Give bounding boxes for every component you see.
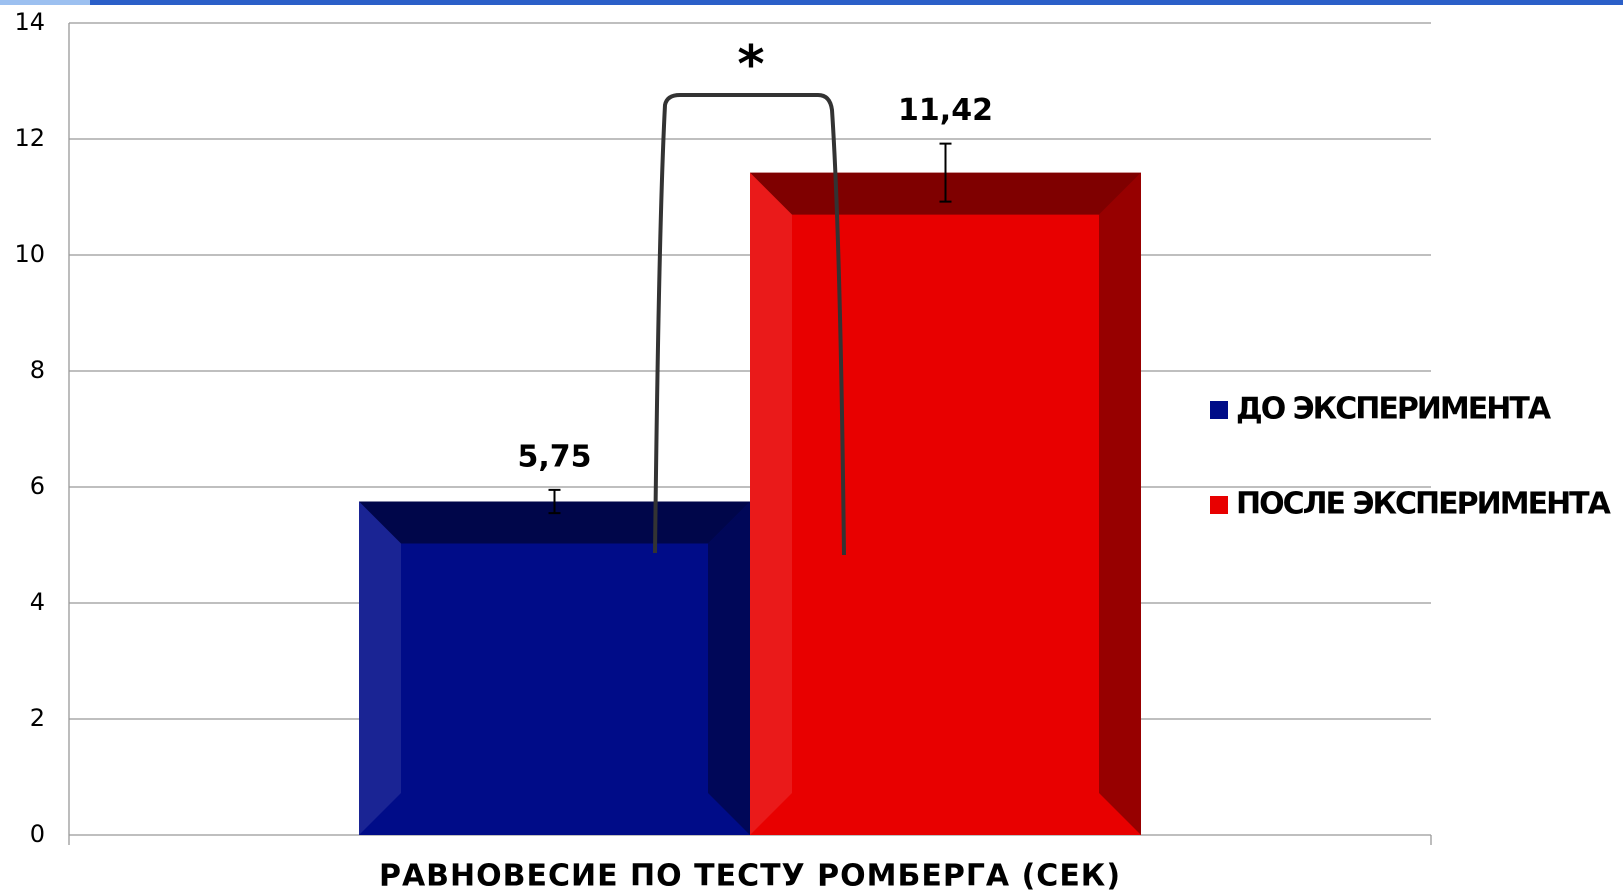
y-tick-label: 8 [30, 356, 45, 384]
bar-bevel [750, 172, 792, 835]
legend-label: ДО ЭКСПЕРИМЕНТА [1236, 392, 1552, 427]
y-tick-label: 4 [30, 588, 45, 616]
top-stripe [0, 0, 1623, 5]
y-tick-label: 6 [30, 472, 45, 500]
legend-swatch [1210, 496, 1228, 514]
legend-swatch [1210, 401, 1228, 419]
bar [359, 501, 750, 835]
error-bar [939, 142, 952, 203]
legend-label: ПОСЛЕ ЭКСПЕРИМЕНТА [1236, 487, 1612, 522]
top-stripe-accent [0, 0, 90, 5]
value-label: 11,42 [898, 93, 993, 128]
bar-bevel [708, 501, 750, 835]
y-tick-label: 10 [14, 240, 45, 268]
error-bar [548, 488, 561, 515]
bar-bevel [359, 501, 750, 544]
value-label: 5,75 [517, 439, 591, 474]
annotation: * [737, 35, 764, 95]
x-tick-label: РАВНОВЕСИЕ ПО ТЕСТУ РОМБЕРГА (СЕК) [379, 859, 1121, 891]
y-tick-label: 12 [14, 124, 45, 152]
y-tick-label: 2 [30, 704, 45, 732]
y-tick-label: 14 [14, 8, 45, 36]
y-tick-label: 0 [30, 820, 45, 848]
bar [750, 172, 1141, 835]
significance-bracket [653, 93, 846, 556]
bar-bevel [1099, 172, 1141, 835]
bar-bevel [359, 501, 401, 835]
